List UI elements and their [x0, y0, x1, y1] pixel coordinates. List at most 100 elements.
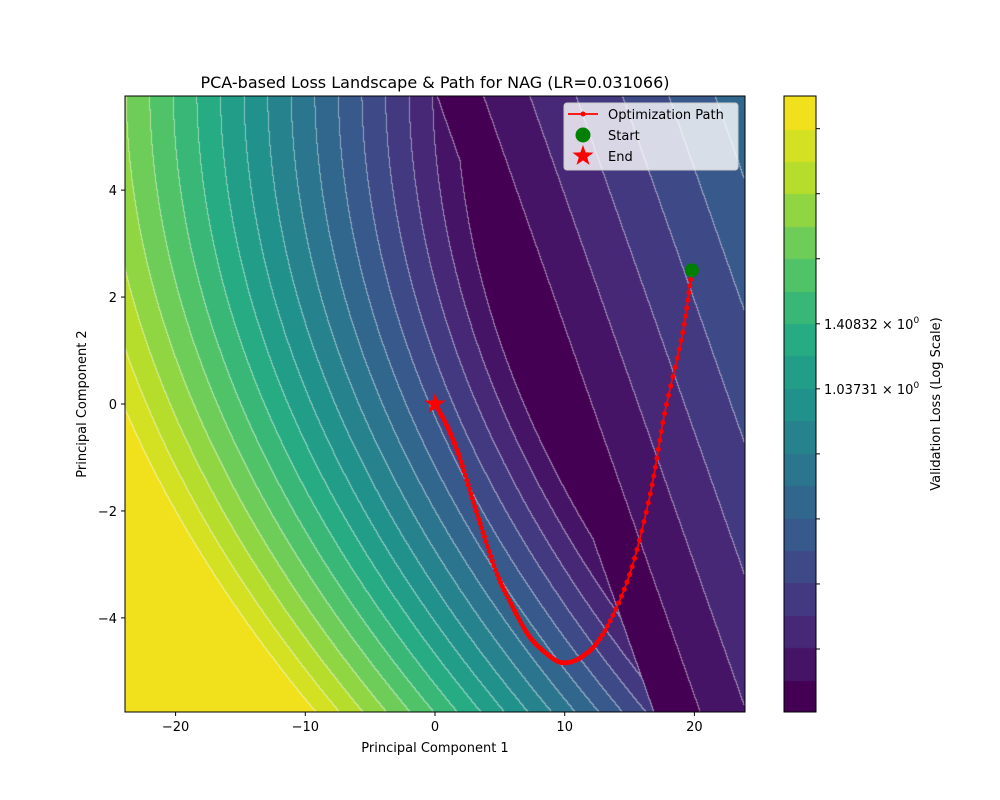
path-point [461, 468, 467, 474]
path-point [610, 612, 616, 618]
path-point [672, 364, 678, 370]
colorbar-tick-label: 1.03731 × 100 [824, 381, 919, 398]
y-tick-label: −2 [98, 505, 117, 520]
path-point [670, 374, 676, 380]
y-axis-label: Principal Component 2 [75, 330, 90, 477]
legend: Optimization Path Start End [563, 102, 739, 171]
path-point [613, 606, 619, 612]
path-point [636, 537, 642, 543]
optimization-path [424, 263, 699, 666]
legend-path-label: Optimization Path [608, 108, 724, 123]
path-point [621, 586, 627, 592]
legend-end-label: End [608, 150, 633, 165]
path-point [499, 583, 505, 589]
path-point [489, 558, 495, 564]
path-point [680, 329, 686, 335]
path-point [660, 420, 666, 426]
path-point [645, 500, 651, 506]
path-point [643, 509, 649, 515]
path-point [634, 546, 640, 552]
x-ticks: −20 −10 0 10 20 [162, 712, 703, 735]
path-point [496, 576, 502, 582]
path-point [681, 321, 687, 327]
path-point [483, 539, 489, 545]
path-point [465, 482, 471, 488]
path-point [639, 528, 645, 534]
path-point [485, 543, 491, 549]
path-point [486, 548, 492, 554]
path-point [462, 472, 468, 478]
path-point [688, 277, 694, 283]
path-point [493, 567, 499, 573]
path-point [658, 429, 664, 435]
path-point [468, 491, 474, 497]
y-tick-label: 2 [109, 291, 117, 306]
colorbar-ticks: 1.40832 × 100 1.03731 × 100 [816, 128, 919, 650]
path-point [666, 392, 672, 398]
x-tick-label: 20 [686, 720, 703, 735]
path-point [618, 593, 624, 599]
path-point [651, 473, 657, 479]
colorbar-frame [783, 95, 817, 713]
path-point [477, 521, 483, 527]
path-point [676, 346, 682, 352]
path-point [488, 553, 494, 559]
x-tick-label: 0 [431, 720, 439, 735]
path-point [683, 313, 689, 319]
y-ticks: −4 −2 0 2 4 [98, 184, 125, 627]
x-axis-label: Principal Component 1 [361, 741, 508, 756]
path-point [491, 563, 497, 569]
legend-start-icon [575, 127, 591, 143]
path-point [641, 519, 647, 525]
path-point [473, 508, 479, 514]
legend-box [563, 102, 739, 171]
colorbar-label: Validation Loss (Log Scale) [929, 317, 944, 490]
legend-end-star-icon [572, 145, 594, 165]
path-point [479, 525, 485, 531]
x-tick-label: −10 [292, 720, 319, 735]
legend-path-marker-icon [580, 111, 586, 117]
path-point [599, 632, 605, 638]
colorbar-tick-label: 1.40832 × 100 [824, 316, 919, 333]
path-point [655, 446, 661, 452]
path-point [662, 411, 668, 417]
path-point [467, 486, 473, 492]
path-point [471, 499, 477, 505]
path-point [476, 516, 482, 522]
chart-title: PCA-based Loss Landscape & Path for NAG … [200, 73, 669, 92]
path-point [678, 338, 684, 344]
colorbar-fill [784, 96, 816, 712]
path-point [458, 459, 464, 465]
path-point [663, 402, 669, 408]
path-point [472, 504, 478, 510]
path-point [652, 464, 658, 470]
path-point [605, 623, 611, 629]
path-point [475, 512, 481, 518]
path-point [649, 482, 655, 488]
x-tick-label: −20 [162, 720, 189, 735]
path-point [684, 305, 690, 311]
end-star-marker [424, 393, 446, 413]
y-tick-label: 0 [109, 398, 117, 413]
path-point [616, 600, 622, 606]
path-point [607, 618, 613, 624]
path-point [469, 495, 475, 501]
path-point [685, 297, 691, 303]
path-point [686, 290, 692, 296]
path-point [687, 283, 693, 289]
path-point [494, 572, 500, 578]
y-tick-label: 4 [109, 184, 117, 199]
path-point [459, 463, 465, 469]
path-point [481, 534, 487, 540]
path-point [668, 383, 674, 389]
path-point [464, 477, 470, 483]
path-point [498, 580, 504, 586]
path-point [480, 529, 486, 535]
path-point [654, 455, 660, 461]
legend-start-label: Start [608, 129, 640, 144]
path-point [632, 555, 638, 561]
path-point [657, 437, 663, 443]
path-point [627, 572, 633, 578]
